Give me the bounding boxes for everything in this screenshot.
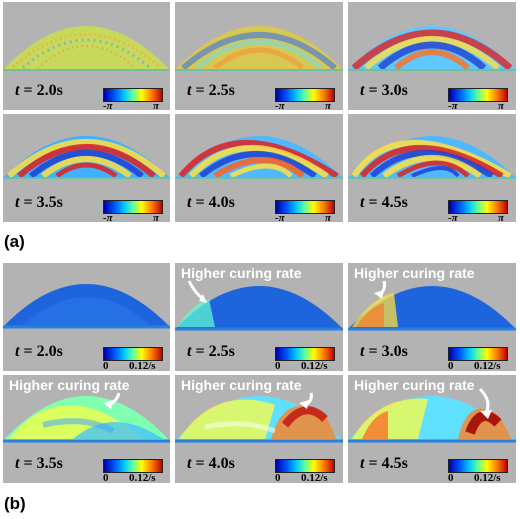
curing-panel-2: Higher curing rate t = 2.5s 0 0.12/s [175,263,343,371]
phase-colorbar [448,200,508,214]
droplet-phase-map [3,26,170,71]
colorbar-max-label: 0.12/s [301,360,328,371]
time-label: t = 2.5s [187,82,235,99]
phase-panel-5: t = 4.0s -π π [175,114,343,222]
droplet-curing-map [3,392,170,443]
droplet-phase-map [348,136,516,179]
colorbar-max-label: π [498,100,505,110]
time-label: t = 4.5s [360,455,408,472]
curing-colorbar [448,347,508,361]
colorbar-min-label: -π [448,100,458,110]
colorbar-max-label: π [325,100,332,110]
curing-colorbar [103,459,163,473]
time-label: t = 4.5s [360,194,408,211]
colorbar-min-label: 0 [448,472,454,483]
curing-panel-4: Higher curing rate t = 3.5s 0 0.12/s [3,375,170,483]
curing-colorbar [103,347,163,361]
time-label: t = 2.0s [15,343,63,360]
time-label: t = 4.0s [187,194,235,211]
phase-panel-1: t = 2.0s -π π [3,2,170,110]
time-label: t = 2.5s [187,343,235,360]
time-label: t = 3.5s [15,194,63,211]
time-label: t = 3.0s [360,82,408,99]
colorbar-min-label: 0 [103,472,109,483]
droplet-phase-map [348,26,516,71]
curing-panel-5: Higher curing rate t = 4.0s 0 0.12/s [175,375,343,483]
colorbar-min-label: -π [103,212,113,222]
curing-panel-1: t = 2.0s 0 0.12/s [3,263,170,371]
phase-colorbar [103,88,163,102]
time-label: t = 3.5s [15,455,63,472]
curing-colorbar [275,459,335,473]
colorbar-max-label: π [153,100,160,110]
droplet-curing-map [348,387,516,443]
curing-colorbar [448,459,508,473]
colorbar-max-label: 0.12/s [474,472,501,483]
droplet-phase-map [175,26,343,71]
colorbar-min-label: -π [448,212,458,222]
colorbar-max-label: π [153,212,160,222]
higher-curing-rate-annotation: Higher curing rate [354,377,475,393]
higher-curing-rate-annotation: Higher curing rate [181,377,302,393]
colorbar-max-label: π [325,212,332,222]
time-label: t = 3.0s [360,343,408,360]
droplet-curing-map [175,280,343,331]
section-label-b: (b) [4,494,26,513]
colorbar-max-label: 0.12/s [301,472,328,483]
droplet-curing-map [348,280,516,331]
droplet-phase-map [175,136,343,179]
colorbar-min-label: -π [275,212,285,222]
colorbar-max-label: π [498,212,505,222]
colorbar-min-label: 0 [275,472,281,483]
higher-curing-rate-annotation: Higher curing rate [9,377,130,393]
phase-colorbar [103,200,163,214]
section-label-a: (a) [4,232,25,251]
phase-panel-2: t = 2.5s -π π [175,2,343,110]
phase-panel-4: t = 3.5s -π π [3,114,170,222]
droplet-curing-map [175,392,343,443]
curing-panel-6: Higher curing rate t = 4.5s 0 0.12/s [348,375,516,483]
phase-colorbar [275,200,335,214]
colorbar-max-label: 0.12/s [474,360,501,371]
curing-colorbar [275,347,335,361]
phase-panel-3: t = 3.0s -π π [348,2,516,110]
colorbar-max-label: 0.12/s [129,472,156,483]
time-label: t = 4.0s [187,455,235,472]
time-label: t = 2.0s [15,82,63,99]
colorbar-min-label: 0 [448,360,454,371]
colorbar-min-label: 0 [275,360,281,371]
colorbar-min-label: -π [275,100,285,110]
colorbar-min-label: 0 [103,360,109,371]
droplet-curing-map [3,284,170,329]
droplet-phase-map [3,136,170,179]
higher-curing-rate-annotation: Higher curing rate [354,265,475,281]
phase-panel-6: t = 4.5s -π π [348,114,516,222]
phase-colorbar [448,88,508,102]
curing-panel-3: Higher curing rate t = 3.0s 0 0.12/s [348,263,516,371]
phase-colorbar [275,88,335,102]
colorbar-max-label: 0.12/s [129,360,156,371]
higher-curing-rate-annotation: Higher curing rate [181,265,302,281]
colorbar-min-label: -π [103,100,113,110]
